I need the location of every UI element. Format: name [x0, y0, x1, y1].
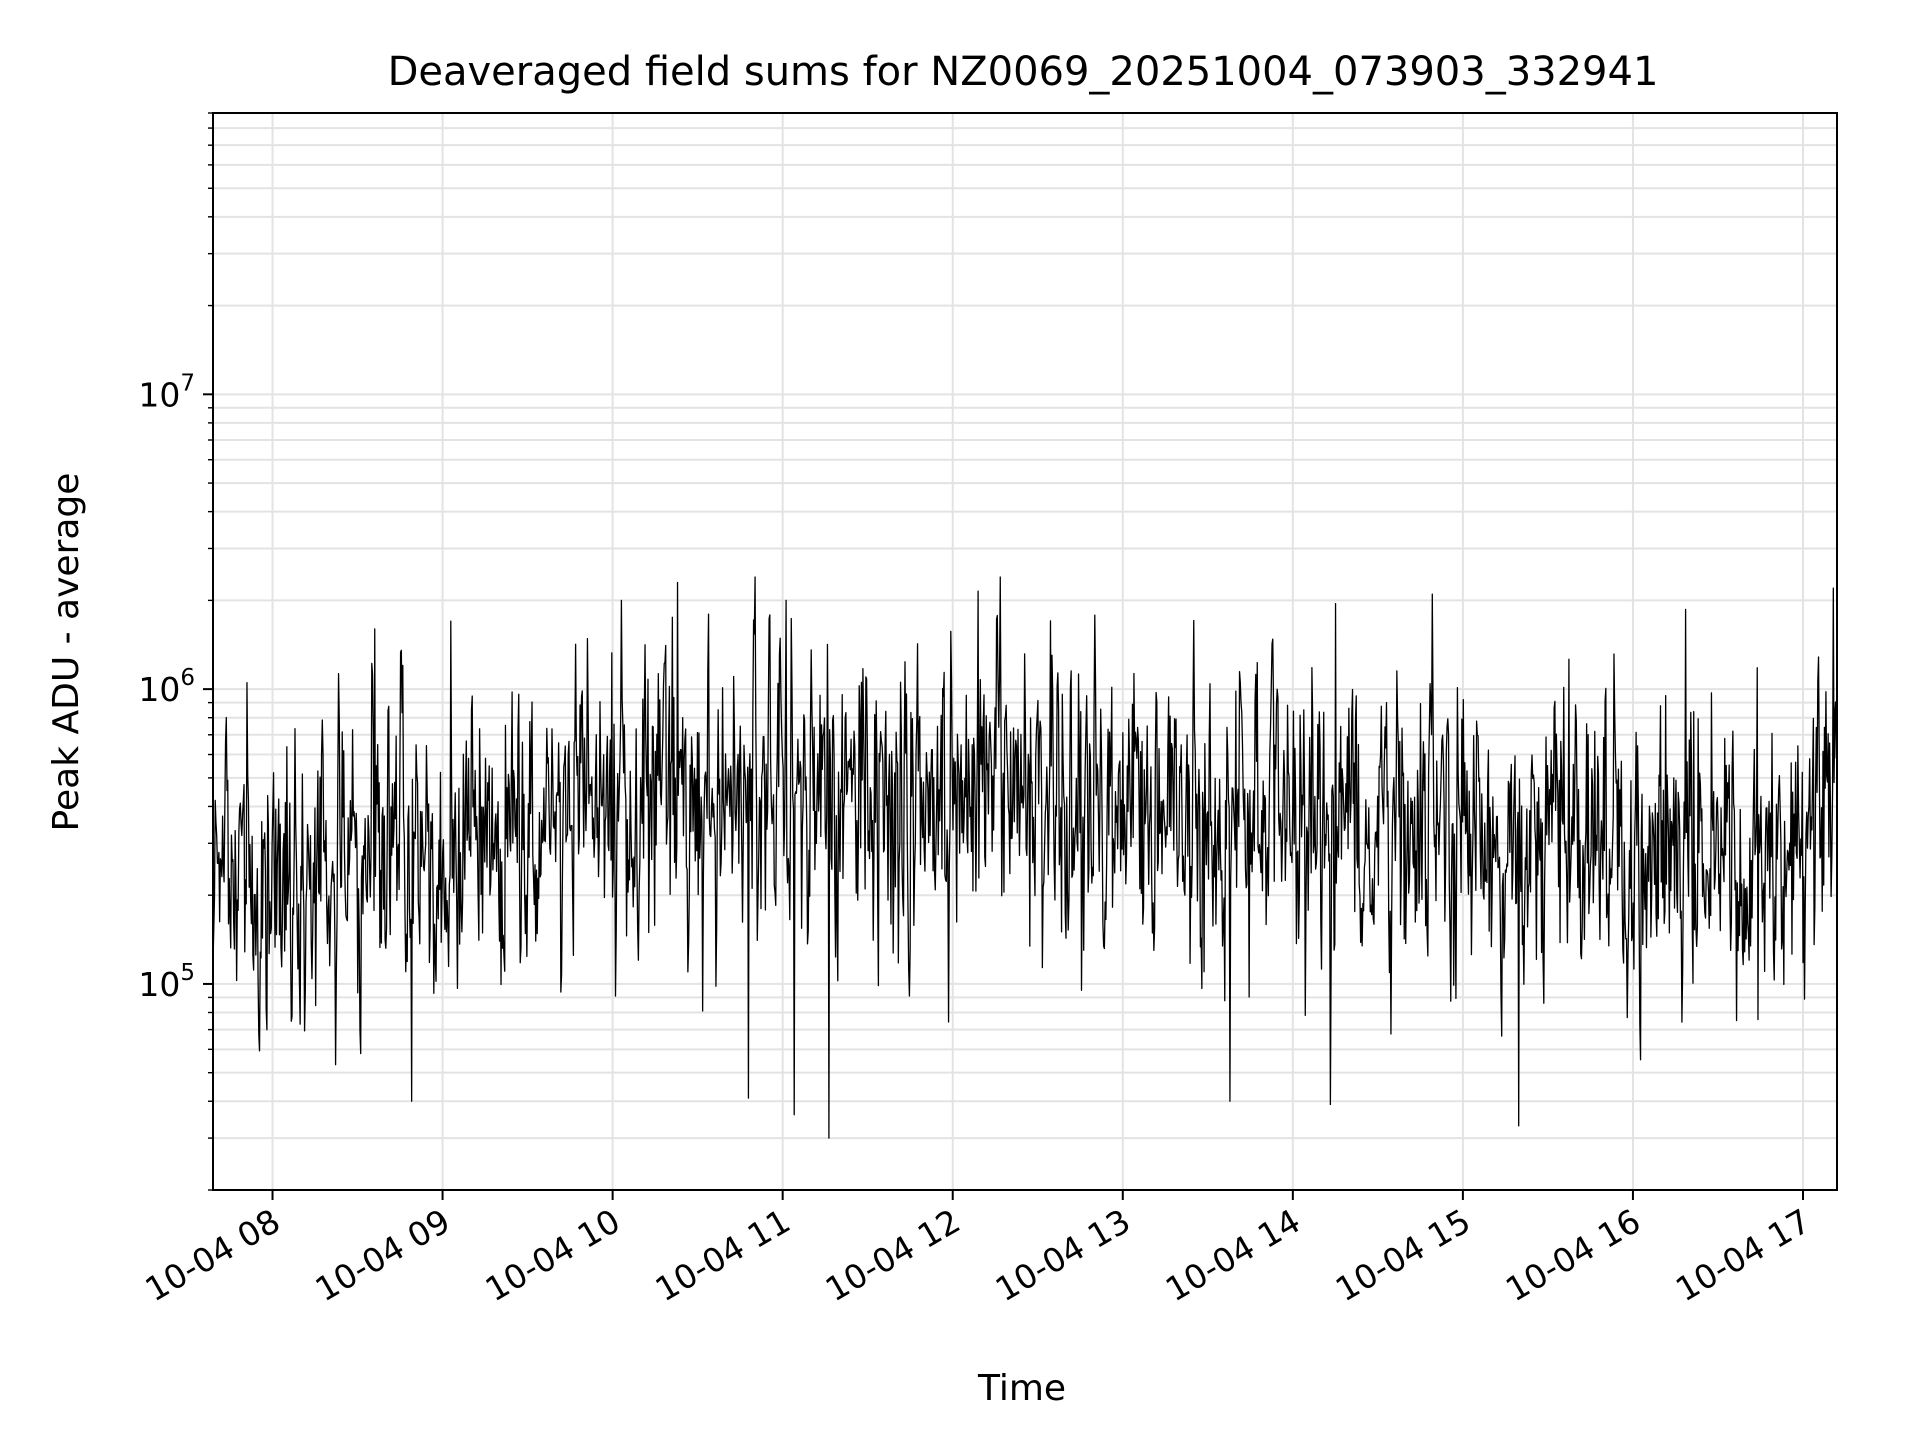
y-tick-base: 10 — [138, 965, 180, 1004]
plot-frame — [212, 112, 1838, 1191]
chart-title: Deaveraged field sums for NZ0069_2025100… — [388, 49, 1659, 95]
y-tick-base: 10 — [138, 670, 180, 709]
y-tick-exponent: 5 — [180, 960, 195, 986]
y-tick-label: 106 — [138, 665, 195, 709]
y-tick-label: 107 — [138, 370, 195, 414]
y-tick-base: 10 — [138, 375, 180, 414]
x-axis-label: Time — [977, 1368, 1066, 1409]
y-tick-label: 105 — [138, 960, 195, 1004]
y-tick-exponent: 7 — [180, 370, 195, 396]
y-tick-exponent: 6 — [180, 665, 195, 691]
series-line — [212, 576, 1838, 1139]
data-series — [212, 576, 1838, 1139]
y-axis-label: Peak ADU - average — [46, 473, 87, 832]
